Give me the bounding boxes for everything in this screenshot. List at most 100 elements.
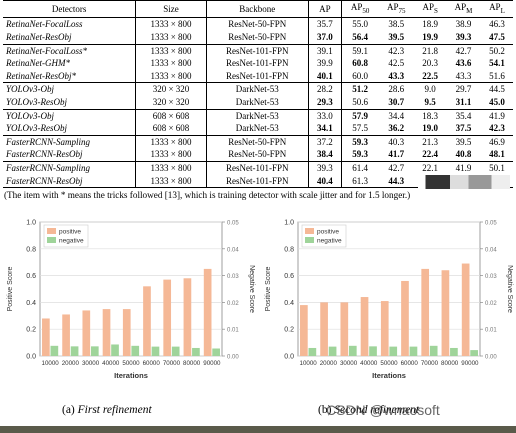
table-cell: 59.1 bbox=[341, 43, 379, 58]
table-row: RetinaNet-ResObj* 1333 × 800 ResNet-101-FP… bbox=[3, 69, 513, 83]
x-tick-label: 40000 bbox=[102, 360, 120, 367]
header-text: AP bbox=[350, 2, 363, 12]
bar bbox=[441, 270, 450, 356]
legend-swatch bbox=[305, 228, 314, 234]
table-cell: 34.1 bbox=[308, 122, 343, 136]
legend-swatch bbox=[305, 237, 314, 243]
table-row: YOLOv3-ResObj 608 × 608 DarkNet-53 34.1 57.5… bbox=[3, 122, 513, 136]
table-cell: YOLOv3-ResObj bbox=[3, 95, 137, 110]
bar bbox=[360, 297, 369, 356]
bar bbox=[70, 346, 79, 356]
header-text: AP bbox=[386, 2, 399, 12]
table-cell: YOLOv3-ResObj bbox=[3, 122, 137, 136]
table-cell: 39.1 bbox=[308, 43, 343, 58]
table-row: YOLOv3-Obj 608 × 608 DarkNet-53 33.0 57.9 34.… bbox=[3, 108, 513, 123]
legend-swatch bbox=[47, 228, 56, 234]
header-subscript: S bbox=[433, 6, 438, 15]
table-cell: 61.3 bbox=[341, 174, 379, 189]
table-cell: 22.5 bbox=[422, 70, 439, 81]
x-axis-label: Iterations bbox=[372, 371, 406, 380]
table-cell: YOLOv3-Obj bbox=[3, 82, 137, 96]
table-cell: 42.3 bbox=[489, 123, 505, 134]
table-cell: 18.3 bbox=[414, 108, 447, 123]
bar bbox=[111, 344, 119, 356]
table-cell: 48.1 bbox=[489, 149, 505, 160]
table-row: RetinaNet-ResObj 1333 × 800 ResNet-50-FPN 3… bbox=[3, 30, 513, 45]
table-cell: 29.3 bbox=[308, 95, 343, 110]
table-cell: ResNet-101-FPN bbox=[206, 43, 309, 58]
table-cell: FasterRCNN-ResObj bbox=[3, 148, 137, 162]
y2-tick-label: 0.03 bbox=[485, 274, 497, 280]
bar bbox=[429, 345, 438, 356]
bar bbox=[421, 268, 430, 356]
header-cell: AP bbox=[308, 0, 343, 19]
table-cell: 1333 × 800 bbox=[135, 148, 207, 162]
x-tick-label: 50000 bbox=[380, 360, 398, 367]
table-cell: 54.1 bbox=[489, 58, 505, 69]
table-cell: 57.9 bbox=[341, 108, 379, 123]
table-cell: 1333 × 800 bbox=[135, 160, 207, 175]
table-cell: 1333 × 800 bbox=[135, 174, 207, 189]
table-cell: FasterRCNN-ResObj bbox=[3, 174, 137, 189]
header-text: AP bbox=[422, 2, 434, 12]
table-cell: 30.7 bbox=[388, 96, 405, 107]
table-cell: 39.5 bbox=[446, 134, 481, 149]
subcaption-tag: (a) bbox=[62, 404, 75, 416]
table-cell: DarkNet-53 bbox=[206, 82, 309, 96]
table-cell: ResNet-101-FPN bbox=[206, 69, 309, 83]
bar bbox=[320, 302, 328, 356]
table-cell: ResNet-101-FPN bbox=[206, 57, 309, 70]
x-tick-label: 80000 bbox=[183, 360, 201, 367]
bar bbox=[450, 347, 458, 356]
table-cell: 44.5 bbox=[480, 82, 513, 96]
header-subscript: 75 bbox=[398, 6, 406, 15]
bar bbox=[143, 286, 151, 356]
bar bbox=[300, 305, 308, 356]
y-tick-label: 0.4 bbox=[26, 300, 36, 307]
occlusion bbox=[418, 175, 510, 189]
x-tick-label: 90000 bbox=[461, 360, 479, 367]
x-axis-label: Iterations bbox=[114, 371, 148, 380]
header-text: AP bbox=[454, 2, 467, 12]
table-cell: 1333 × 800 bbox=[135, 30, 207, 45]
table-cell: 59.3 bbox=[352, 149, 369, 160]
subcaption-text: Second refinement bbox=[334, 404, 420, 416]
image-strip bbox=[0, 426, 516, 433]
table-cell: DarkNet-53 bbox=[206, 95, 309, 110]
y-tick-label: 1.0 bbox=[26, 220, 36, 227]
table-cell: 1333 × 800 bbox=[135, 69, 207, 83]
table-cell: 33.0 bbox=[308, 108, 343, 123]
header-cell: Backbone bbox=[206, 0, 309, 19]
table-cell: 36.2 bbox=[388, 123, 405, 134]
legend-label: positive bbox=[59, 229, 81, 236]
table-cell: 43.3 bbox=[455, 70, 472, 81]
table-cell: 320 × 320 bbox=[135, 95, 207, 110]
table-cell: 40.8 bbox=[455, 149, 472, 160]
bar bbox=[151, 346, 160, 356]
bar bbox=[308, 347, 317, 356]
table-cell: 57.5 bbox=[352, 123, 369, 134]
y-tick-label: 0.8 bbox=[26, 246, 36, 253]
table-cell: 60.0 bbox=[352, 70, 369, 81]
table-cell: 1333 × 800 bbox=[135, 134, 207, 149]
bar bbox=[163, 279, 172, 356]
bar bbox=[50, 345, 59, 356]
table-cell: 42.7 bbox=[378, 160, 415, 175]
table-cell: 51.2 bbox=[341, 82, 379, 96]
bar bbox=[90, 346, 99, 356]
bar bbox=[389, 346, 398, 356]
y-tick-label: 0.0 bbox=[26, 354, 36, 361]
bar bbox=[380, 301, 389, 356]
bar bbox=[203, 268, 212, 356]
table-cell: 47.5 bbox=[489, 31, 505, 42]
y2-axis-label: Negative Score bbox=[248, 265, 255, 313]
table-cell: 37.0 bbox=[308, 30, 343, 45]
table-row: FasterRCNN-ResObj 1333 × 800 ResNet-50-FPN… bbox=[3, 148, 513, 162]
bar bbox=[212, 348, 220, 356]
table-cell: 40.3 bbox=[378, 134, 415, 149]
table-cell: 51.6 bbox=[489, 70, 505, 81]
table-cell: 43.6 bbox=[455, 58, 472, 69]
table-cell: 40.4 bbox=[308, 174, 343, 189]
table-cell: RetinaNet-ResObj* bbox=[3, 69, 137, 83]
